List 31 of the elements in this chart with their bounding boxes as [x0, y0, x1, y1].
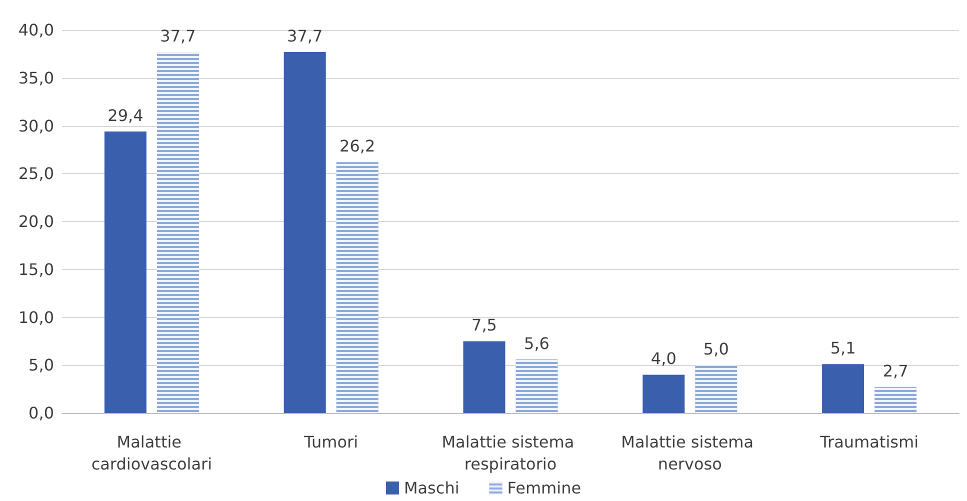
data-label: 29,4 — [108, 106, 144, 125]
y-tick-label: 40,0 — [18, 20, 54, 40]
x-tick-label: Tumori — [303, 432, 358, 452]
y-tick-label: 20,0 — [18, 212, 54, 231]
y-tick-label: 25,0 — [18, 164, 54, 184]
data-label: 5,6 — [524, 334, 550, 353]
data-label: 7,5 — [472, 316, 497, 335]
x-tick-label: Traumatismi — [819, 432, 919, 452]
x-tick-label: Malattie cardiovascolari — [91, 432, 212, 474]
y-tick-label: 35,0 — [18, 68, 54, 88]
legend-label: Femmine — [507, 478, 582, 498]
y-tick-label: 15,0 — [18, 260, 54, 279]
y-tick-label: 10,0 — [18, 308, 54, 327]
data-label: 26,2 — [340, 136, 376, 156]
x-tick-label: Malattie sistema nervoso — [621, 432, 759, 474]
data-label: 2,7 — [882, 362, 908, 381]
y-tick-label: 5,0 — [28, 356, 54, 375]
bar — [284, 52, 326, 413]
data-label: 4,0 — [650, 349, 676, 368]
data-label: 5,1 — [830, 338, 856, 358]
data-label: 5,0 — [703, 340, 729, 359]
data-label: 37,7 — [287, 26, 323, 46]
legend-label: Maschi — [404, 478, 460, 498]
bar — [822, 364, 864, 413]
bar — [104, 131, 146, 413]
bar — [642, 374, 685, 413]
data-label: 37,7 — [160, 26, 196, 46]
x-tick-label: Malattie sistema respiratorio — [442, 432, 580, 474]
bar — [463, 341, 506, 413]
y-tick-label: 0,0 — [28, 404, 54, 422]
y-tick-label: 30,0 — [18, 116, 54, 136]
